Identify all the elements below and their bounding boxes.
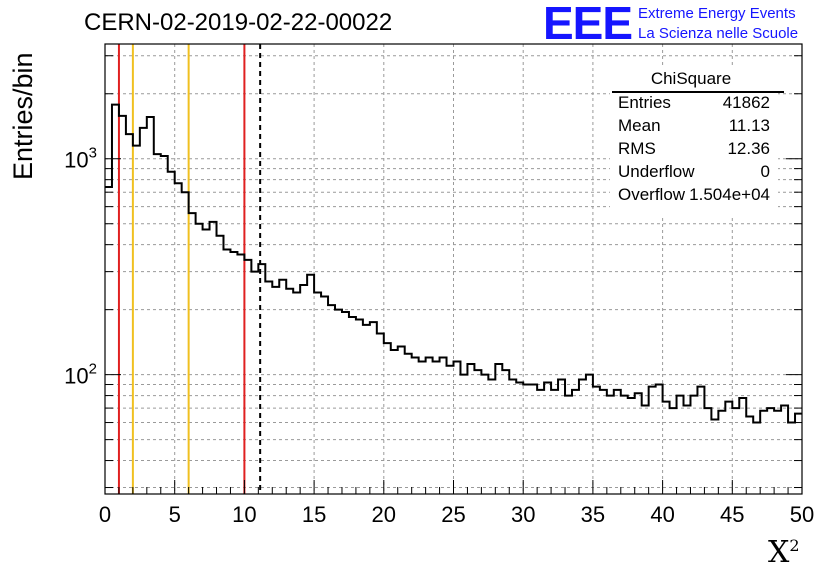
x-tick-label: 45 [720, 502, 744, 527]
x-tick-labels: 0 5 10 15 20 25 30 35 40 45 50 [99, 502, 814, 527]
x-axis-label-exponent: 2 [789, 536, 800, 555]
stats-box: ChiSquare Entries 41862 Mean 11.13 RMS 1… [610, 68, 784, 218]
threshold-lines [117, 44, 262, 494]
stats-value: 11.13 [728, 116, 770, 135]
y-axis-label: Entries/bin [8, 52, 38, 180]
y-tick-label: 102 [64, 361, 97, 389]
y-tick-mantissa: 10 [64, 148, 88, 173]
stats-row-underflow: Underflow 0 [618, 161, 770, 183]
x-tick-label: 20 [372, 502, 396, 527]
eee-logo: EEE [543, 0, 633, 49]
x-axis-label: X2 [768, 535, 800, 570]
stats-value: 1.504e+04 [689, 185, 770, 204]
stats-key: Mean [618, 116, 661, 135]
x-tick-label: 5 [169, 502, 181, 527]
y-tick-mantissa: 10 [64, 364, 88, 389]
x-tick-label: 0 [99, 502, 111, 527]
y-axis-label-container: Entries/bin [8, 20, 42, 320]
x-tick-label: 15 [302, 502, 326, 527]
stats-row-entries: Entries 41862 [618, 92, 770, 114]
x-tick-label: 40 [650, 502, 674, 527]
stats-row-rms: RMS 12.36 [618, 138, 770, 160]
plot-title: CERN-02-2019-02-22-00022 [84, 9, 393, 36]
stats-key: Overflow [618, 185, 686, 204]
y-tick-exponent: 3 [89, 145, 97, 162]
x-tick-label: 10 [232, 502, 256, 527]
stats-key: Underflow [618, 162, 695, 181]
stats-value: 0 [760, 162, 770, 181]
stats-row-overflow: Overflow 1.504e+04 [618, 184, 770, 206]
stats-row-mean: Mean 11.13 [618, 115, 770, 137]
stats-value: 12.36 [727, 139, 770, 158]
logo-line-2: La Scienza nelle Scuole [638, 25, 799, 42]
y-tick-exponent: 2 [89, 361, 97, 378]
histogram-curve [105, 103, 802, 424]
y-tick-label: 103 [64, 145, 97, 173]
x-tick-label: 25 [441, 502, 465, 527]
x-tick-label: 50 [790, 502, 814, 527]
stats-key: RMS [618, 139, 656, 158]
x-tick-label: 35 [581, 502, 605, 527]
logo-line-1: Extreme Energy Events [638, 5, 796, 22]
grid-lines [105, 44, 802, 494]
x-axis-label-base: X [768, 535, 790, 570]
stats-box-name: ChiSquare [650, 69, 732, 88]
stats-value: 41862 [722, 93, 770, 112]
axes-frame [104, 43, 803, 495]
x-tick-label: 30 [511, 502, 535, 527]
stats-box-divider [612, 91, 784, 93]
stats-key: Entries [618, 93, 671, 112]
